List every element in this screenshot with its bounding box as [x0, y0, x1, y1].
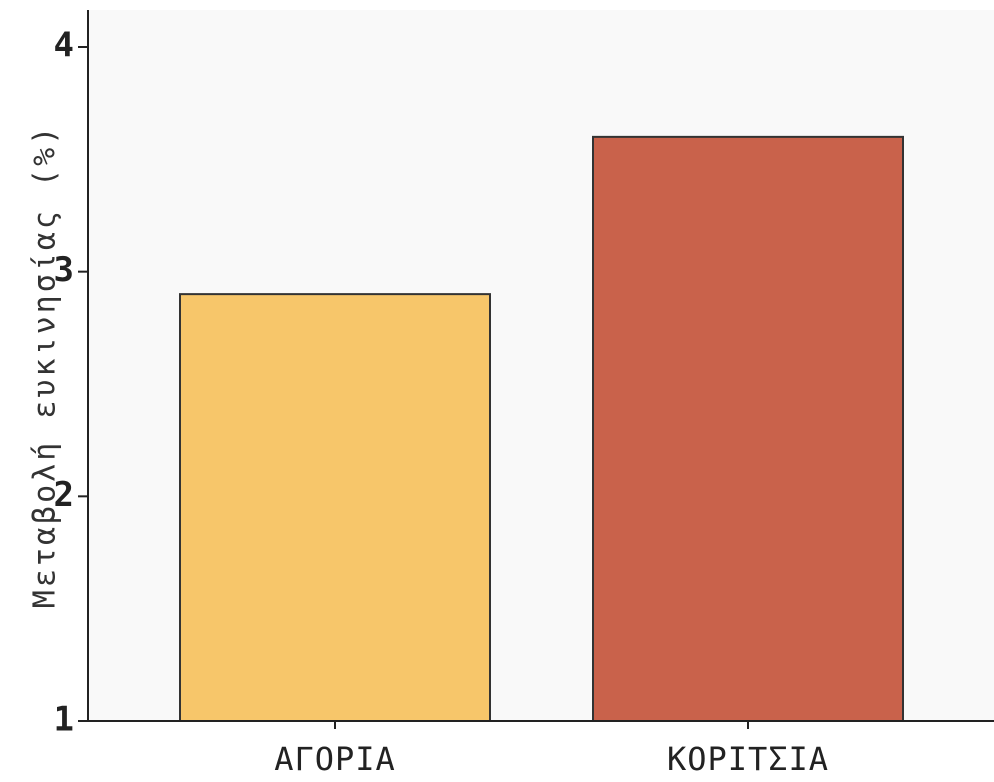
bar-1 — [179, 293, 491, 722]
y-axis-label: Μεταβολή ευκινησίας (%) — [28, 124, 63, 608]
y-tick-label: 3 — [54, 250, 74, 290]
bar-2 — [592, 135, 904, 723]
y-tick-label: 2 — [54, 475, 74, 515]
y-tick-label: 4 — [54, 26, 74, 66]
bars-layer — [179, 135, 904, 723]
x-tick-label: ΑΓΟΡΙΑ — [274, 740, 396, 778]
y-ticks: 1 2 3 4 — [54, 26, 88, 740]
x-tick-label: ΚΟΡΙΤΣΙΑ — [667, 740, 829, 778]
x-ticks: ΑΓΟΡΙΑ ΚΟΡΙΤΣΙΑ — [274, 721, 829, 778]
y-tick-label: 1 — [54, 700, 74, 740]
